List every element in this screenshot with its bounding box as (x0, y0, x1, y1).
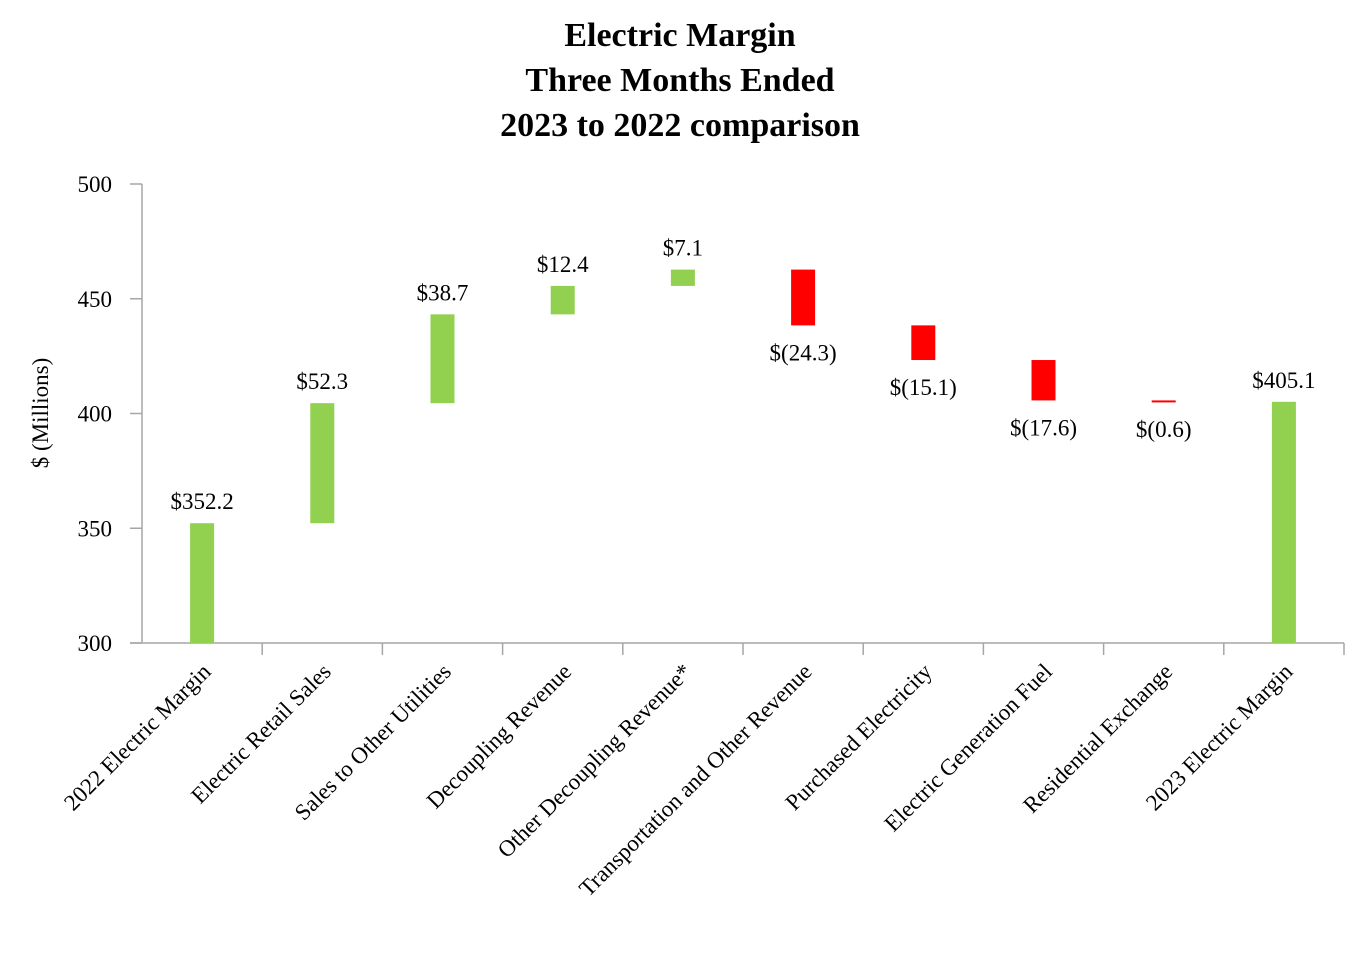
y-tick-label: 350 (78, 516, 113, 541)
chart-title: Electric Margin Three Months Ended 2023 … (500, 17, 860, 144)
bar-9 (1271, 401, 1296, 643)
bar-8 (1151, 400, 1176, 403)
data-label: $52.3 (296, 369, 348, 394)
bar-0 (190, 523, 215, 643)
y-tick-label: 500 (78, 172, 113, 197)
bar-2 (430, 314, 455, 404)
chart-title-line-1: Electric Margin (564, 17, 795, 54)
data-label: $7.1 (663, 236, 703, 261)
data-label: $(15.1) (890, 375, 957, 400)
category-label: Transportation and Other Revenue (574, 659, 816, 901)
data-label: $352.2 (170, 489, 233, 514)
y-tick-label: 300 (78, 631, 113, 656)
chart-title-line-2: Three Months Ended (525, 62, 834, 99)
y-tick-label: 450 (78, 287, 113, 312)
data-label: $(0.6) (1136, 417, 1192, 442)
bar-6 (911, 325, 936, 361)
bar-1 (310, 403, 335, 524)
data-label: $12.4 (537, 252, 589, 277)
y-tick-label: 400 (78, 402, 113, 427)
chart-title-line-3: 2023 to 2022 comparison (500, 107, 860, 144)
data-label: $38.7 (417, 280, 469, 305)
category-label: Other Decoupling Revenue* (493, 659, 697, 863)
data-label: $405.1 (1252, 368, 1315, 393)
y-axis-label: $ (Millions) (28, 358, 53, 469)
data-label: $(17.6) (1010, 415, 1077, 440)
bar-5 (791, 269, 816, 326)
bar-4 (670, 269, 695, 286)
bar-7 (1031, 360, 1056, 401)
data-label: $(24.3) (770, 340, 837, 365)
bar-3 (550, 285, 575, 315)
